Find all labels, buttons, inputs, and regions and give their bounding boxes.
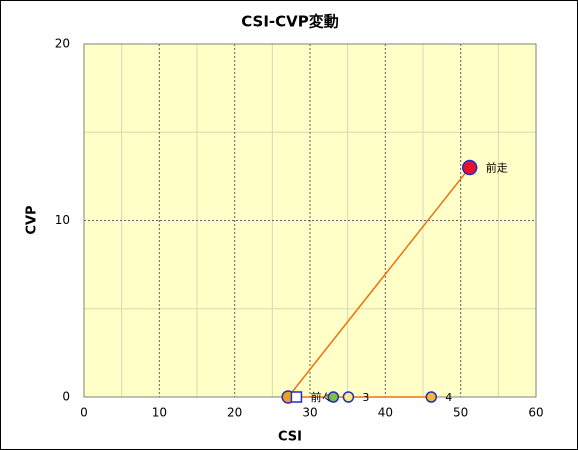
point-label: 前走	[486, 161, 508, 175]
x-tick-label: 30	[302, 406, 317, 420]
x-tick-label: 0	[80, 406, 88, 420]
point-label: 3	[362, 391, 369, 404]
point-label: 前々	[310, 390, 332, 404]
marker	[461, 159, 478, 176]
marker	[327, 391, 340, 403]
x-tick-label: 40	[378, 406, 393, 420]
chart-title: CSI-CVP変動	[241, 13, 339, 31]
x-tick-label: 20	[227, 406, 242, 420]
y-tick-label: 10	[55, 213, 70, 227]
point-label: 4	[445, 391, 452, 404]
x-tick-label: 10	[152, 406, 167, 420]
x-tick-label: 50	[453, 406, 468, 420]
y-tick-label: 20	[55, 37, 70, 51]
x-tick-label: 60	[528, 406, 543, 420]
marker	[342, 391, 355, 403]
y-axis-label: CVP	[25, 205, 40, 234]
x-axis-label: CSI	[278, 430, 302, 445]
connecting-line	[286, 167, 471, 398]
marker	[425, 391, 438, 403]
y-tick-label: 0	[62, 390, 70, 404]
marker	[290, 391, 303, 403]
